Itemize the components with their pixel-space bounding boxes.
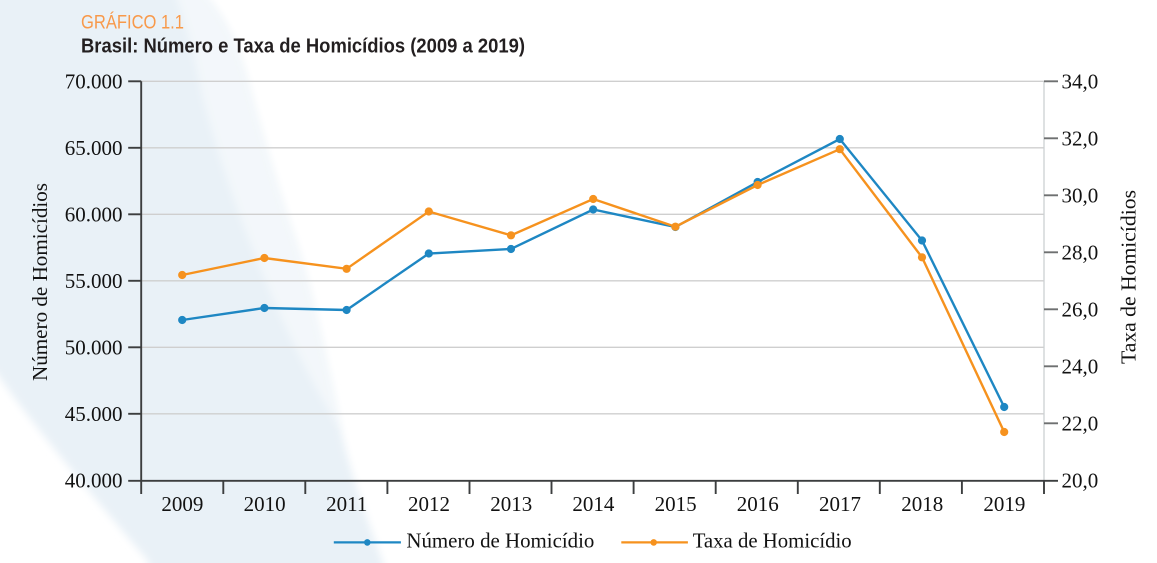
svg-text:2009: 2009 (161, 492, 203, 516)
svg-text:2018: 2018 (901, 492, 943, 516)
svg-text:2011: 2011 (326, 492, 367, 516)
svg-text:60.000: 60.000 (65, 203, 123, 227)
svg-text:Número de Homicídio: Número de Homicídio (406, 529, 594, 553)
svg-text:24,0: 24,0 (1062, 355, 1099, 379)
svg-text:34,0: 34,0 (1062, 70, 1099, 94)
svg-text:20,0: 20,0 (1062, 469, 1099, 493)
svg-text:Taxa de Homicídio: Taxa de Homicídio (693, 529, 852, 553)
svg-text:45.000: 45.000 (65, 402, 123, 426)
svg-text:2015: 2015 (655, 492, 697, 516)
svg-text:70.000: 70.000 (65, 70, 123, 94)
svg-text:Brasil: Número e Taxa de Homic: Brasil: Número e Taxa de Homicídios (200… (81, 35, 525, 58)
svg-text:32,0: 32,0 (1062, 127, 1099, 151)
svg-text:22,0: 22,0 (1062, 412, 1099, 436)
svg-text:30,0: 30,0 (1062, 184, 1099, 208)
svg-text:Taxa de Homicídios: Taxa de Homicídios (1117, 190, 1141, 364)
svg-text:GRÁFICO 1.1: GRÁFICO 1.1 (81, 11, 184, 34)
svg-text:55.000: 55.000 (65, 269, 123, 293)
svg-text:2010: 2010 (244, 492, 286, 516)
svg-text:2019: 2019 (983, 492, 1025, 516)
svg-text:2016: 2016 (737, 492, 779, 516)
svg-text:2014: 2014 (572, 492, 615, 516)
svg-text:40.000: 40.000 (65, 469, 123, 493)
svg-text:50.000: 50.000 (65, 336, 123, 360)
svg-text:Número de Homicídios: Número de Homicídios (28, 183, 52, 381)
svg-text:26,0: 26,0 (1062, 298, 1099, 322)
svg-text:2013: 2013 (490, 492, 532, 516)
svg-text:65.000: 65.000 (65, 136, 123, 160)
svg-text:2017: 2017 (819, 492, 861, 516)
svg-text:2012: 2012 (408, 492, 450, 516)
svg-text:28,0: 28,0 (1062, 241, 1099, 265)
